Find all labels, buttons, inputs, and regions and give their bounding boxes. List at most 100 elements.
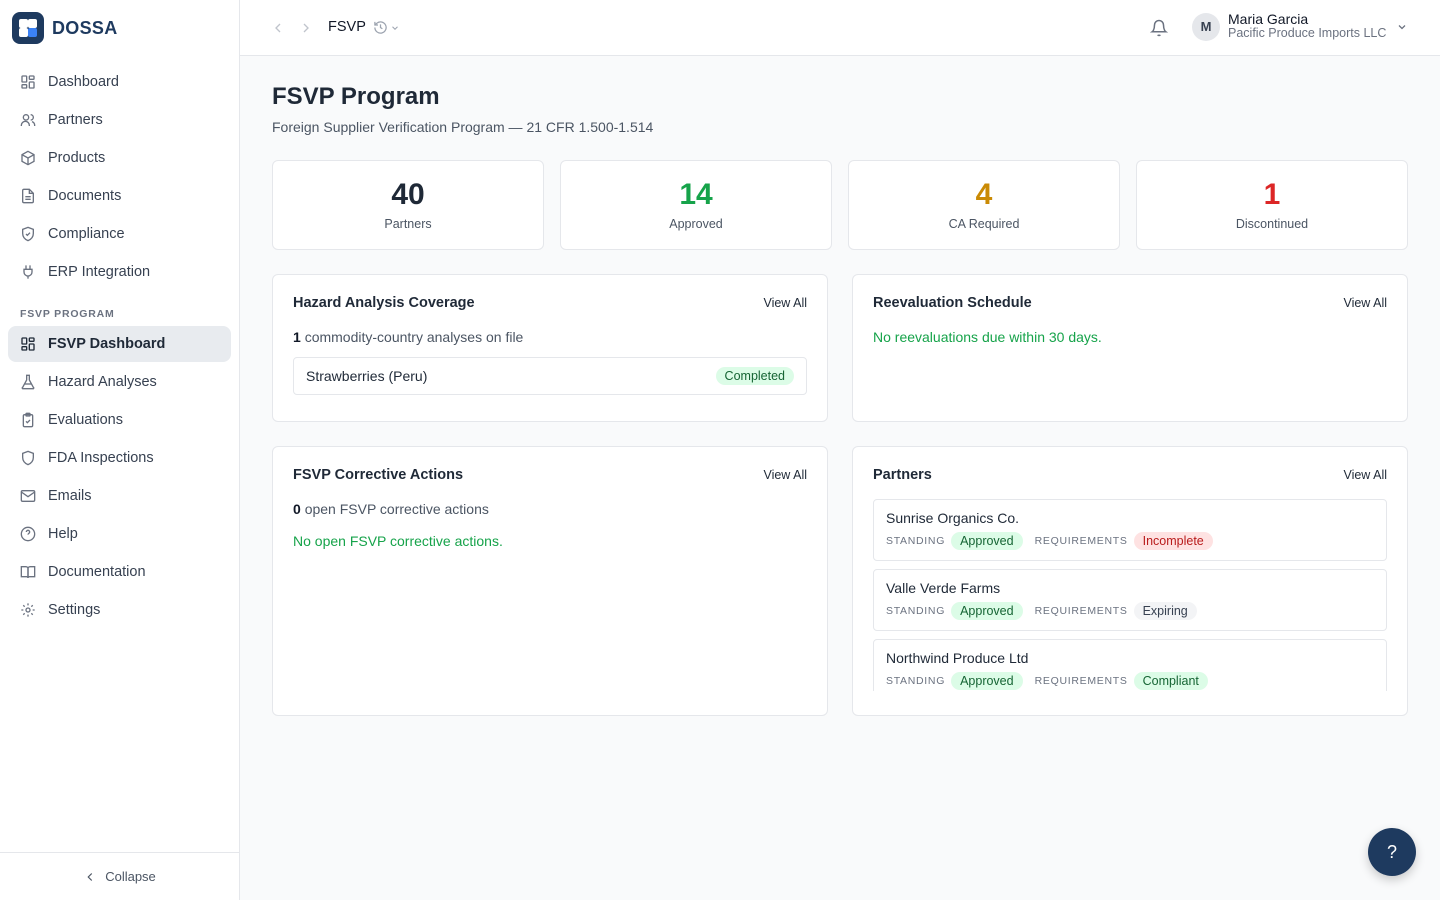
stat-value: 1 xyxy=(1263,178,1281,211)
sidebar-item-label: FDA Inspections xyxy=(48,450,154,466)
stat-card-partners[interactable]: 40 Partners xyxy=(272,160,544,250)
partner-row[interactable]: Valle Verde Farms STANDING Approved REQU… xyxy=(873,569,1387,631)
brand[interactable]: DOSSA xyxy=(0,0,239,56)
sidebar-item-documents[interactable]: Documents xyxy=(8,178,231,214)
requirements-label: REQUIREMENTS xyxy=(1034,605,1128,617)
document-icon xyxy=(20,188,36,204)
user-info: Maria Garcia Pacific Produce Imports LLC xyxy=(1228,11,1387,41)
dossa-logo-icon xyxy=(12,12,44,44)
hazard-analysis-card: Hazard Analysis Coverage View All 1 comm… xyxy=(272,274,828,422)
analysis-name: Strawberries (Peru) xyxy=(306,368,428,384)
cards-grid: Hazard Analysis Coverage View All 1 comm… xyxy=(272,274,1408,716)
partner-row[interactable]: Northwind Produce Ltd STANDING Approved … xyxy=(873,639,1387,691)
stat-card-approved[interactable]: 14 Approved xyxy=(560,160,832,250)
view-all-link[interactable]: View All xyxy=(1343,468,1387,482)
shield-check-icon xyxy=(20,226,36,242)
clipboard-check-icon xyxy=(20,412,36,428)
requirements-badge: Incomplete xyxy=(1133,532,1213,550)
forward-arrow-icon[interactable] xyxy=(298,20,314,36)
sidebar-item-label: Compliance xyxy=(48,226,125,242)
collapse-button[interactable]: Collapse xyxy=(0,852,239,900)
sidebar-item-label: Documentation xyxy=(48,564,146,580)
sidebar-item-compliance[interactable]: Compliance xyxy=(8,216,231,252)
sidebar-item-label: Dashboard xyxy=(48,74,119,90)
corrective-message: No open FSVP corrective actions. xyxy=(293,533,503,549)
brand-name: DOSSA xyxy=(52,17,118,38)
dashboard-icon xyxy=(20,336,36,352)
sidebar-item-help[interactable]: Help xyxy=(8,516,231,552)
bell-icon[interactable] xyxy=(1150,19,1168,37)
user-name: Maria Garcia xyxy=(1228,11,1309,27)
sidebar: DOSSA Dashboard Partners Products Docume… xyxy=(0,0,240,900)
view-all-link[interactable]: View All xyxy=(763,296,807,310)
standing-label: STANDING xyxy=(886,675,946,687)
sidebar-item-dashboard[interactable]: Dashboard xyxy=(8,64,231,100)
history-button[interactable] xyxy=(373,20,400,35)
card-title: FSVP Corrective Actions xyxy=(293,467,464,483)
shield-icon xyxy=(20,450,36,466)
corrective-count-text: open FSVP corrective actions xyxy=(304,501,489,517)
partner-row[interactable]: Sunrise Organics Co. STANDING Approved R… xyxy=(873,499,1387,561)
sidebar-item-emails[interactable]: Emails xyxy=(8,478,231,514)
hazard-count-text: commodity-country analyses on file xyxy=(304,329,524,345)
user-org: Pacific Produce Imports LLC xyxy=(1228,26,1387,41)
chevron-down-icon xyxy=(390,23,400,33)
reevaluation-card: Reevaluation Schedule View All No reeval… xyxy=(852,274,1408,422)
main-content: FSVP Program Foreign Supplier Verificati… xyxy=(272,56,1408,716)
sidebar-item-label: Help xyxy=(48,526,78,542)
sidebar-item-label: Hazard Analyses xyxy=(48,374,157,390)
mail-icon xyxy=(20,488,36,504)
back-arrow-icon[interactable] xyxy=(270,20,286,36)
sidebar-item-label: FSVP Dashboard xyxy=(48,336,166,352)
topbar: FSVP M Maria Garcia Pacific Produce Impo… xyxy=(240,0,1440,56)
stat-value: 14 xyxy=(679,178,713,211)
sidebar-item-fsvp-dashboard[interactable]: FSVP Dashboard xyxy=(8,326,231,362)
package-icon xyxy=(20,150,36,166)
sidebar-item-hazard-analyses[interactable]: Hazard Analyses xyxy=(8,364,231,400)
stat-label: Approved xyxy=(669,217,723,231)
stat-card-discontinued[interactable]: 1 Discontinued xyxy=(1136,160,1408,250)
flask-icon xyxy=(20,374,36,390)
plug-icon xyxy=(20,264,36,280)
partners-list: Sunrise Organics Co. STANDING Approved R… xyxy=(873,499,1387,691)
partner-name: Valle Verde Farms xyxy=(886,580,1001,596)
requirements-label: REQUIREMENTS xyxy=(1034,535,1128,547)
view-all-link[interactable]: View All xyxy=(763,468,807,482)
sidebar-item-documentation[interactable]: Documentation xyxy=(8,554,231,590)
stat-value: 4 xyxy=(975,178,993,211)
stat-card-ca-required[interactable]: 4 CA Required xyxy=(848,160,1120,250)
sidebar-item-partners[interactable]: Partners xyxy=(8,102,231,138)
gear-icon xyxy=(20,602,36,618)
sidebar-item-label: Products xyxy=(48,150,106,166)
corrective-count-line: 0 open FSVP corrective actions xyxy=(293,501,807,517)
sidebar-item-label: Settings xyxy=(48,602,101,618)
sidebar-item-fda-inspections[interactable]: FDA Inspections xyxy=(8,440,231,476)
sidebar-item-settings[interactable]: Settings xyxy=(8,592,231,628)
page-title: FSVP Program xyxy=(272,83,440,110)
standing-label: STANDING xyxy=(886,535,946,547)
help-fab-button[interactable]: ? xyxy=(1368,828,1416,876)
sidebar-item-erp-integration[interactable]: ERP Integration xyxy=(8,254,231,290)
avatar: M xyxy=(1192,12,1220,41)
partners-card: Partners View All Sunrise Organics Co. S… xyxy=(852,446,1408,716)
standing-badge: Approved xyxy=(951,532,1023,550)
status-badge: Completed xyxy=(715,367,794,385)
analysis-row[interactable]: Strawberries (Peru) Completed xyxy=(293,357,807,395)
sidebar-section-label: FSVP PROGRAM xyxy=(20,308,115,320)
corrective-actions-card: FSVP Corrective Actions View All 0 open … xyxy=(272,446,828,716)
requirements-label: REQUIREMENTS xyxy=(1034,675,1128,687)
user-menu[interactable]: M Maria Garcia Pacific Produce Imports L… xyxy=(1192,11,1408,41)
reevaluation-message: No reevaluations due within 30 days. xyxy=(873,329,1102,345)
sidebar-item-products[interactable]: Products xyxy=(8,140,231,176)
chevron-down-icon xyxy=(1396,21,1408,33)
sidebar-item-evaluations[interactable]: Evaluations xyxy=(8,402,231,438)
partner-name: Northwind Produce Ltd xyxy=(886,650,1029,666)
requirements-badge: Expiring xyxy=(1133,602,1197,620)
stat-label: Partners xyxy=(384,217,432,231)
book-icon xyxy=(20,564,36,580)
sidebar-nav: Dashboard Partners Products Documents Co… xyxy=(0,56,239,638)
card-title: Hazard Analysis Coverage xyxy=(293,295,475,311)
view-all-link[interactable]: View All xyxy=(1343,296,1387,310)
history-icon xyxy=(373,20,388,35)
sidebar-item-label: Evaluations xyxy=(48,412,123,428)
